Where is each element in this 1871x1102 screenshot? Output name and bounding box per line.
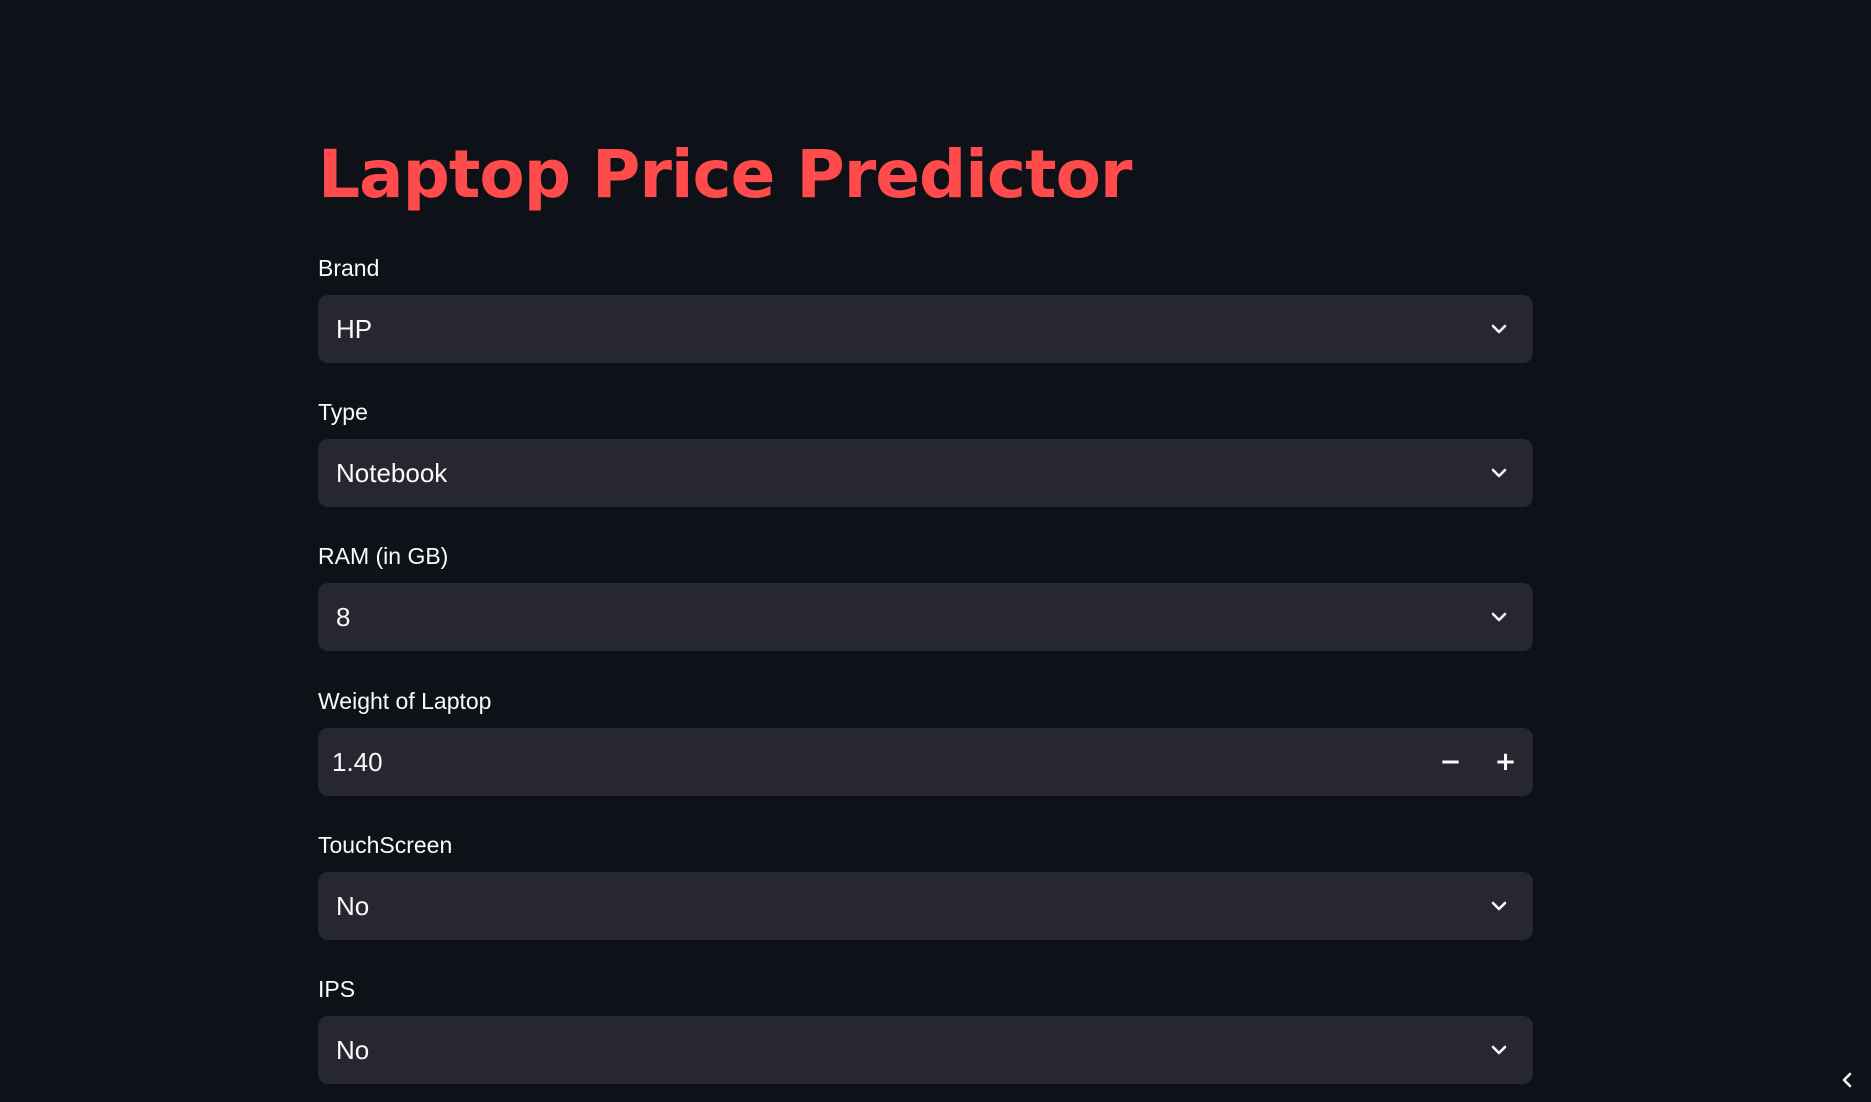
- type-field: Type Notebook: [318, 398, 1533, 507]
- chevron-down-icon: [1487, 1038, 1511, 1062]
- ram-label: RAM (in GB): [318, 543, 449, 569]
- touchscreen-select-value: No: [336, 890, 370, 921]
- decrement-button[interactable]: −: [1439, 747, 1462, 777]
- type-select-value: Notebook: [336, 457, 448, 488]
- ram-select[interactable]: 8: [318, 583, 1533, 651]
- brand-label: Brand: [318, 255, 380, 281]
- weight-label: Weight of Laptop: [318, 688, 492, 714]
- chevron-down-icon: [1487, 894, 1511, 918]
- brand-field: Brand HP: [318, 254, 1533, 363]
- page-title: Laptop Price Predictor: [318, 136, 1132, 213]
- type-select[interactable]: Notebook: [318, 439, 1533, 507]
- weight-field: Weight of Laptop 1.40 − +: [318, 687, 1533, 796]
- touchscreen-select[interactable]: No: [318, 872, 1533, 940]
- ips-field: IPS No: [318, 975, 1533, 1084]
- touchscreen-field: TouchScreen No: [318, 831, 1533, 940]
- weight-input[interactable]: 1.40: [332, 746, 383, 777]
- ram-select-value: 8: [336, 601, 351, 632]
- ips-label: IPS: [318, 976, 356, 1002]
- brand-select-value: HP: [336, 313, 373, 344]
- chevron-left-icon[interactable]: [1833, 1066, 1861, 1094]
- increment-button[interactable]: +: [1494, 747, 1517, 777]
- ips-select-value: No: [336, 1034, 370, 1065]
- weight-number-input: 1.40 − +: [318, 728, 1533, 796]
- chevron-down-icon: [1487, 461, 1511, 485]
- touchscreen-label: TouchScreen: [318, 832, 453, 858]
- brand-select[interactable]: HP: [318, 295, 1533, 363]
- ips-select[interactable]: No: [318, 1016, 1533, 1084]
- ram-field: RAM (in GB) 8: [318, 542, 1533, 651]
- type-label: Type: [318, 399, 368, 425]
- chevron-down-icon: [1487, 317, 1511, 341]
- chevron-down-icon: [1487, 605, 1511, 629]
